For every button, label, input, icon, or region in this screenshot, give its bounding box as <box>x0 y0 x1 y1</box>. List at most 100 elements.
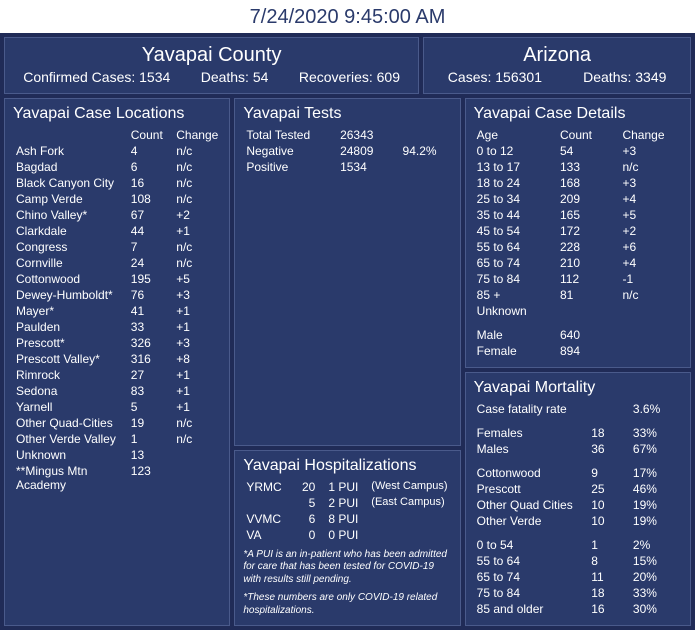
mortality-label: 55 to 64 <box>474 553 589 569</box>
detail-age: 35 to 44 <box>474 207 557 223</box>
location-count: 7 <box>128 239 174 255</box>
location-change: n/c <box>173 159 221 175</box>
mortality-pct: 2% <box>630 537 682 553</box>
location-count: 13 <box>128 447 174 463</box>
location-name: Rimrock <box>13 367 128 383</box>
location-name: Mayer* <box>13 303 128 319</box>
mortality-pct: 33% <box>630 425 682 441</box>
hosp-count: 6 <box>289 511 318 527</box>
table-row: Camp Verde108n/c <box>13 191 221 207</box>
location-name: Yarnell <box>13 399 128 415</box>
detail-gender-label: Female <box>474 343 557 359</box>
table-row: Males3667% <box>474 441 682 457</box>
location-change: n/c <box>173 255 221 271</box>
location-name: Congress <box>13 239 128 255</box>
hosp-pui: 8 PUI <box>318 511 368 527</box>
table-row: YRMC201 PUI(West Campus) <box>243 479 451 495</box>
test-label: Negative <box>243 143 337 159</box>
mortality-label: 85 and older <box>474 601 589 617</box>
table-row: 85 +81n/c <box>474 287 682 303</box>
location-name: Clarkdale <box>13 223 128 239</box>
hosp-count: 0 <box>289 527 318 543</box>
hosp-facility: YRMC <box>243 479 289 495</box>
table-row: 65 to 74210+4 <box>474 255 682 271</box>
location-change: +1 <box>173 367 221 383</box>
location-count: 67 <box>128 207 174 223</box>
table-row: Clarkdale44+1 <box>13 223 221 239</box>
table-row: Positive1534 <box>243 159 451 175</box>
mortality-count: 10 <box>588 497 630 513</box>
details-count-header: Count <box>557 127 619 143</box>
state-title: Arizona <box>434 44 680 67</box>
table-row: Prescott*326+3 <box>13 335 221 351</box>
detail-gender-label: Male <box>474 327 557 343</box>
detail-age: 18 to 24 <box>474 175 557 191</box>
mortality-label: Other Verde <box>474 513 589 529</box>
hosp-campus <box>368 527 451 543</box>
details-age-header: Age <box>474 127 557 143</box>
detail-gender-value: 640 <box>557 327 619 343</box>
table-row: Bagdad6n/c <box>13 159 221 175</box>
mortality-count: 16 <box>588 601 630 617</box>
mortality-count: 1 <box>588 537 630 553</box>
location-change: +3 <box>173 287 221 303</box>
table-row: Case fatality rate3.6% <box>474 401 682 417</box>
detail-change: +5 <box>619 207 682 223</box>
mortality-pct: 46% <box>630 481 682 497</box>
location-count: 41 <box>128 303 174 319</box>
location-count: 19 <box>128 415 174 431</box>
location-count: 16 <box>128 175 174 191</box>
mortality-label: 75 to 84 <box>474 585 589 601</box>
location-count: 44 <box>128 223 174 239</box>
table-row: Mayer*41+1 <box>13 303 221 319</box>
county-recoveries: Recoveries: 609 <box>299 69 400 85</box>
detail-change: +4 <box>619 255 682 271</box>
location-name: **Mingus Mtn Academy <box>13 463 128 493</box>
hosp-campus <box>368 511 451 527</box>
table-row: Negative2480994.2% <box>243 143 451 159</box>
county-confirmed: Confirmed Cases: 1534 <box>23 69 170 85</box>
location-count: 24 <box>128 255 174 271</box>
location-count: 5 <box>128 399 174 415</box>
location-change: +2 <box>173 207 221 223</box>
test-label: Positive <box>243 159 337 175</box>
location-count: 33 <box>128 319 174 335</box>
locations-title: Yavapai Case Locations <box>13 105 221 123</box>
detail-change: +2 <box>619 223 682 239</box>
table-row: Prescott Valley*316+8 <box>13 351 221 367</box>
hosp-campus: (West Campus) <box>368 479 451 495</box>
table-row: **Mingus Mtn Academy123 <box>13 463 221 493</box>
test-pct <box>400 127 452 143</box>
location-count: 4 <box>128 143 174 159</box>
cfr-value: 3.6% <box>630 401 682 417</box>
mortality-card: Yavapai Mortality Case fatality rate3.6%… <box>465 372 691 626</box>
table-row: Cottonwood195+5 <box>13 271 221 287</box>
mortality-count: 25 <box>588 481 630 497</box>
location-name: Cornville <box>13 255 128 271</box>
table-row: VA00 PUI <box>243 527 451 543</box>
table-row: Prescott2546% <box>474 481 682 497</box>
county-header-card: Yavapai County Confirmed Cases: 1534 Dea… <box>4 37 419 94</box>
table-row: 55 to 64815% <box>474 553 682 569</box>
location-count: 195 <box>128 271 174 287</box>
location-count: 123 <box>128 463 174 493</box>
location-name: Paulden <box>13 319 128 335</box>
table-row: Cottonwood917% <box>474 465 682 481</box>
main-row: Yavapai Case Locations Count Change Ash … <box>4 98 691 626</box>
table-row: Cornville24n/c <box>13 255 221 271</box>
hospitalizations-table: YRMC201 PUI(West Campus)52 PUI(East Camp… <box>243 479 451 543</box>
table-row: 0 to 1254+3 <box>474 143 682 159</box>
hosp-pui: 0 PUI <box>318 527 368 543</box>
location-name: Other Quad-Cities <box>13 415 128 431</box>
location-name: Sedona <box>13 383 128 399</box>
table-row: Rimrock27+1 <box>13 367 221 383</box>
table-row: Other Verde Valley1n/c <box>13 431 221 447</box>
table-row: 35 to 44165+5 <box>474 207 682 223</box>
detail-count: 81 <box>557 287 619 303</box>
location-change: +5 <box>173 271 221 287</box>
location-change: +8 <box>173 351 221 367</box>
mortality-count: 18 <box>588 585 630 601</box>
location-name: Camp Verde <box>13 191 128 207</box>
table-row: Unknown13 <box>13 447 221 463</box>
hosp-count: 20 <box>289 479 318 495</box>
